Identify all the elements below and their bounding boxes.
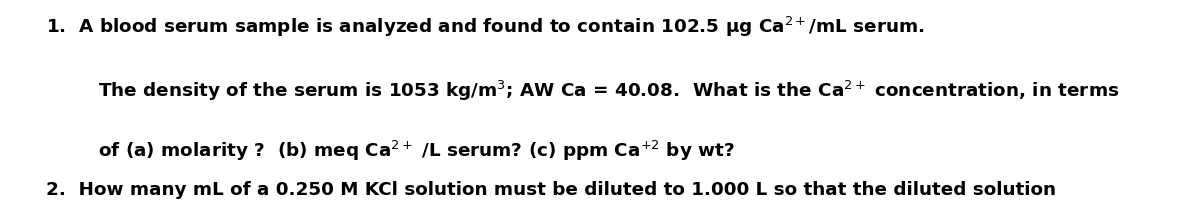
Text: 1.  A blood serum sample is analyzed and found to contain 102.5 μg Ca$^{2+}$/mL : 1. A blood serum sample is analyzed and … [46, 15, 924, 39]
Text: of (a) molarity ?  (b) meq Ca$^{2+}$ /L serum? (c) ppm Ca$^{+2}$ by wt?: of (a) molarity ? (b) meq Ca$^{2+}$ /L s… [98, 138, 736, 163]
Text: 2.  How many mL of a 0.250 M KCl solution must be diluted to 1.000 L so that the: 2. How many mL of a 0.250 M KCl solution… [46, 181, 1056, 199]
Text: The density of the serum is 1053 kg/m$^{3}$; AW Ca = 40.08.  What is the Ca$^{2+: The density of the serum is 1053 kg/m$^{… [98, 79, 1120, 103]
